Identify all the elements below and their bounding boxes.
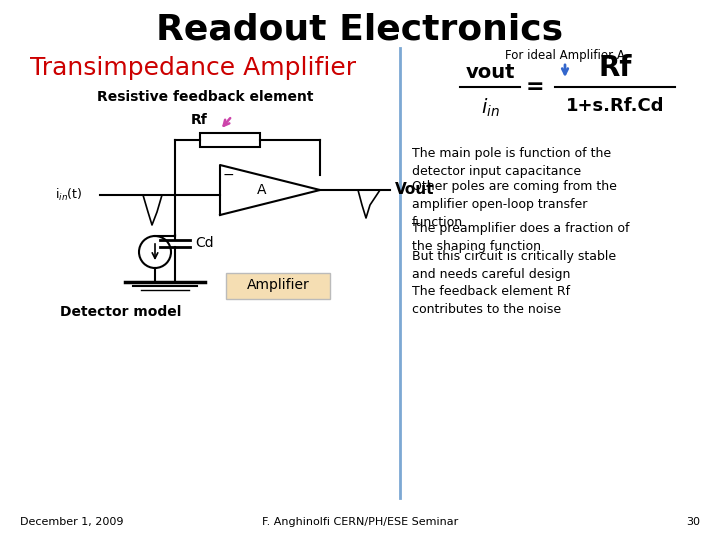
Text: December 1, 2009: December 1, 2009 — [20, 517, 124, 527]
Text: For ideal Amplifier A: For ideal Amplifier A — [505, 49, 625, 62]
Text: Resistive feedback element: Resistive feedback element — [96, 90, 313, 104]
Text: Other poles are coming from the
amplifier open-loop transfer
function.: Other poles are coming from the amplifie… — [412, 180, 617, 229]
Text: vout: vout — [465, 63, 515, 82]
Text: Rf: Rf — [598, 54, 631, 82]
Text: −: − — [222, 168, 234, 182]
Text: The main pole is function of the
detector input capacitance: The main pole is function of the detecto… — [412, 147, 611, 178]
Text: Vout: Vout — [395, 183, 434, 198]
Text: A: A — [257, 183, 266, 197]
Text: Readout Electronics: Readout Electronics — [156, 13, 564, 47]
Circle shape — [139, 236, 171, 268]
Text: Rf: Rf — [192, 113, 208, 127]
FancyBboxPatch shape — [200, 133, 260, 147]
FancyBboxPatch shape — [226, 273, 330, 299]
Text: But this circuit is critically stable
and needs careful design: But this circuit is critically stable an… — [412, 250, 616, 281]
Text: F. Anghinolfi CERN/PH/ESE Seminar: F. Anghinolfi CERN/PH/ESE Seminar — [262, 517, 458, 527]
Text: 30: 30 — [686, 517, 700, 527]
Text: $i_{in}$: $i_{in}$ — [480, 97, 500, 119]
Text: Cd: Cd — [195, 236, 214, 250]
Text: Amplifier: Amplifier — [247, 278, 310, 292]
Text: The feedback element Rf
contributes to the noise: The feedback element Rf contributes to t… — [412, 285, 570, 316]
Text: Transimpedance Amplifier: Transimpedance Amplifier — [30, 56, 356, 80]
Text: Detector model: Detector model — [60, 305, 181, 319]
Text: The preamplifier does a fraction of
the shaping function: The preamplifier does a fraction of the … — [412, 222, 629, 253]
Text: =: = — [526, 77, 544, 97]
Text: 1+s.Rf.Cd: 1+s.Rf.Cd — [566, 97, 665, 115]
Text: i$_{in}$(t): i$_{in}$(t) — [55, 187, 83, 203]
